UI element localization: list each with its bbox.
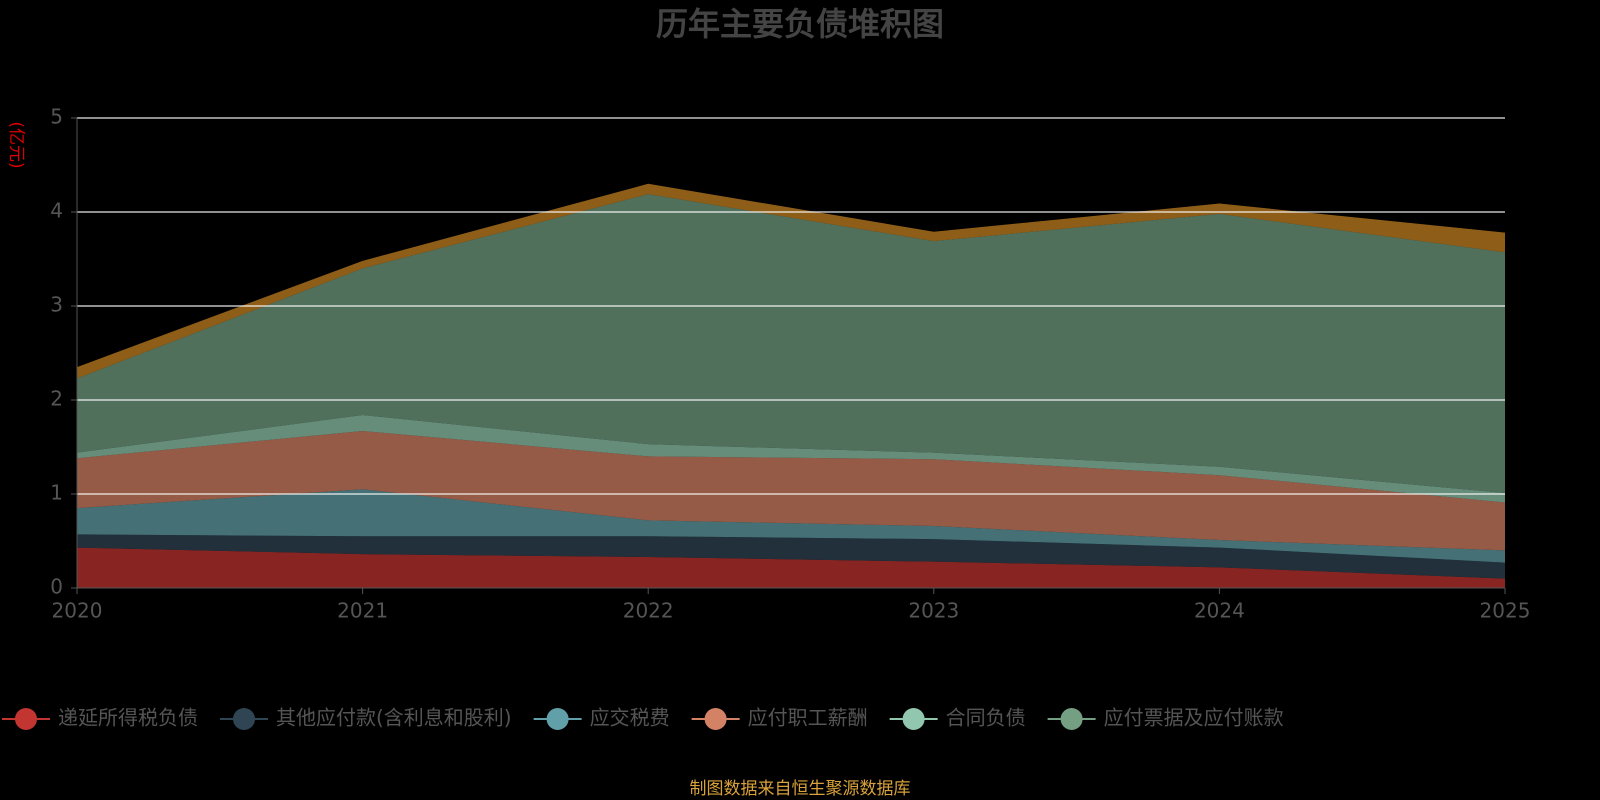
legend-marker [704, 708, 727, 730]
x-tick-label: 2023 [908, 599, 959, 623]
area [77, 194, 1505, 494]
plot-area: 0 1 2 3 4 5 2020 2021 2022 2023 2024 2025 [50, 105, 1530, 623]
y-tick-label: 5 [50, 105, 63, 129]
legend-item[interactable]: 应付票据及应付账款 [1047, 706, 1284, 731]
y-tick-label: 4 [50, 199, 63, 223]
source-note: 制图数据来自恒生聚源数据库 [690, 779, 911, 799]
legend-marker [902, 708, 925, 730]
legend-label: 合同负债 [946, 706, 1026, 730]
legend-item[interactable]: 递延所得税负债 [2, 706, 198, 731]
legend-item[interactable]: 其他应付款(含利息和股利) [220, 706, 512, 731]
legend-marker [546, 708, 569, 730]
legend-label: 应付票据及应付账款 [1104, 706, 1284, 730]
legend-label: 应交税费 [590, 706, 670, 730]
y-tick-label: 1 [50, 481, 63, 505]
y-tick-label: 0 [50, 575, 63, 599]
area [77, 415, 1505, 503]
y-tick-label: 2 [50, 387, 63, 411]
legend-item[interactable]: 应交税费 [533, 706, 670, 731]
x-tick-label: 2020 [52, 599, 103, 623]
x-tick-label: 2022 [623, 599, 674, 623]
y-tick-label: 3 [50, 293, 63, 317]
x-tick-label: 2024 [1194, 599, 1245, 623]
x-tick-label: 2025 [1480, 599, 1531, 623]
area [77, 547, 1505, 588]
legend-label: 应付职工薪酬 [748, 706, 868, 730]
legend: 递延所得税负债 其他应付款(含利息和股利) 应交税费 应付职工薪酬 合同负债 应付票据及应… [2, 706, 1284, 731]
y-axis-label: (亿元) [6, 121, 26, 168]
legend-item[interactable]: 应付职工薪酬 [691, 706, 868, 731]
legend-marker [15, 708, 37, 730]
legend-label: 其他应付款(含利息和股利) [276, 706, 512, 730]
legend-item[interactable]: 合同负债 [889, 706, 1026, 731]
x-tick-label: 2021 [337, 599, 388, 623]
chart-title: 历年主要负债堆积图 [656, 5, 944, 43]
legend-marker [1060, 708, 1083, 730]
area [77, 534, 1505, 579]
legend-label: 递延所得税负债 [58, 706, 198, 730]
area [77, 431, 1505, 551]
legend-marker [233, 708, 255, 730]
area [77, 489, 1505, 563]
